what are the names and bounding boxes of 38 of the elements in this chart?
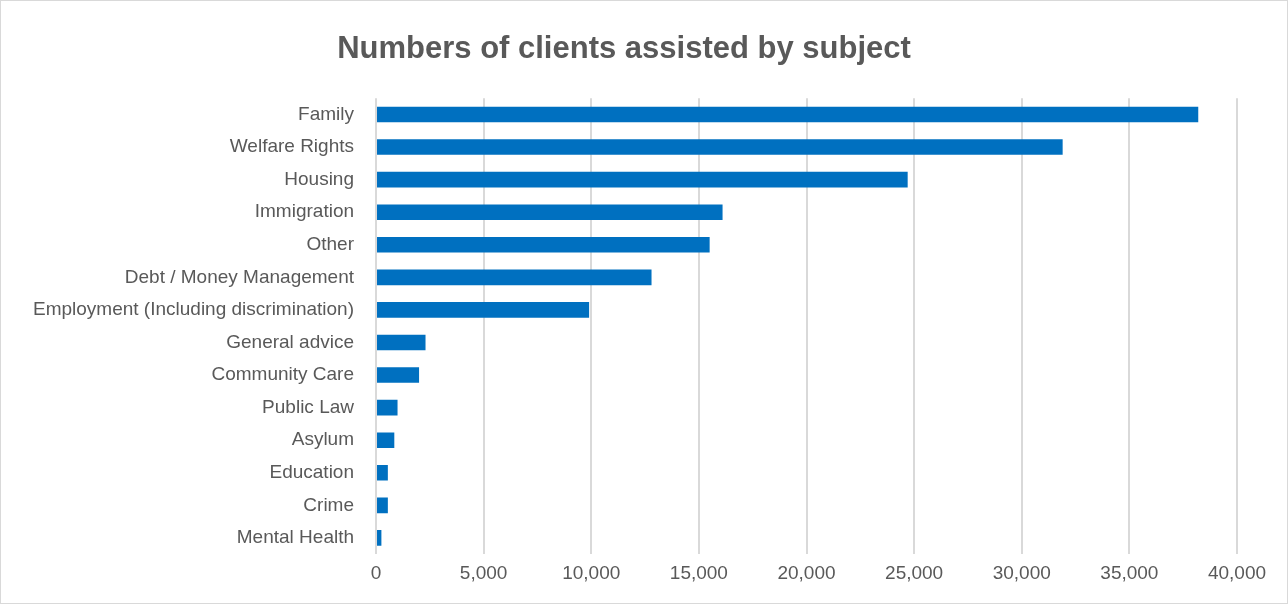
bar: [377, 302, 590, 318]
x-tick-label: 25,000: [885, 561, 944, 583]
bar: [377, 204, 723, 221]
bar: [377, 269, 652, 286]
bar: [377, 334, 426, 351]
bar: [377, 432, 395, 449]
x-tick-label: 30,000: [992, 561, 1051, 583]
y-tick-label: Welfare Rights: [229, 135, 355, 157]
bar: [377, 106, 1199, 123]
bar: [377, 497, 388, 514]
y-tick-label: General advice: [226, 330, 355, 352]
bar: [377, 236, 710, 253]
y-tick-label: Housing: [284, 167, 355, 189]
y-tick-label: Family: [298, 102, 355, 124]
x-tick-label: 0: [370, 561, 382, 583]
x-tick-label: 10,000: [562, 561, 621, 583]
bar: [377, 367, 420, 383]
y-tick-label: Debt / Money Management: [124, 265, 355, 287]
x-tick-label: 40,000: [1207, 561, 1267, 583]
x-tick-label: 35,000: [1100, 561, 1159, 583]
y-tick-label: Other: [306, 233, 355, 255]
y-tick-label: Mental Health: [236, 526, 355, 548]
bar: [377, 530, 382, 546]
bar: [377, 464, 388, 481]
y-tick-label: Crime: [303, 493, 355, 515]
y-tick-label: Public Law: [262, 395, 355, 417]
y-tick-label: Community Care: [211, 363, 355, 385]
x-tick-label: 15,000: [669, 561, 728, 583]
y-tick-label: Asylum: [291, 428, 355, 450]
y-tick-label: Employment (Including discrimination): [33, 298, 355, 320]
bar: [377, 171, 908, 188]
bar: [377, 139, 1063, 155]
chart-title: Numbers of clients assisted by subject: [337, 30, 911, 66]
y-tick-label: Immigration: [254, 200, 355, 222]
y-tick-label: Education: [269, 461, 355, 483]
bar: [377, 399, 398, 416]
x-tick-label: 5,000: [459, 561, 508, 583]
x-tick-label: 20,000: [777, 561, 836, 583]
